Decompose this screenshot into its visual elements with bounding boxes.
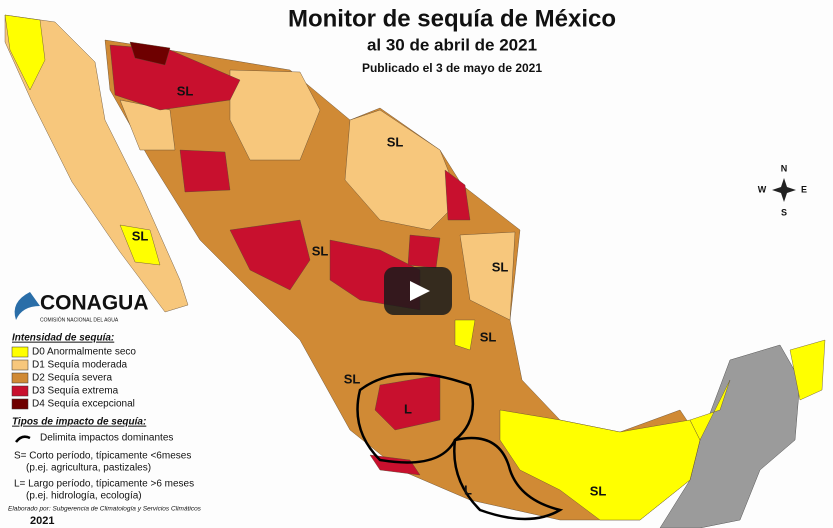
drought-region: [229, 69, 321, 161]
drought-region: [229, 219, 311, 291]
map-label: SL: [387, 134, 404, 149]
legend: D0 Anormalmente seco D1 Sequía moderada D2…: [11, 346, 136, 410]
map-label: SL: [132, 228, 149, 243]
legend-label: D2 Sequía severa: [32, 373, 112, 384]
compass-e: E: [801, 184, 807, 194]
map-label: SL: [177, 83, 194, 98]
neighbor-country: [659, 344, 801, 528]
impact-long-example: (p.ej. hidrología, ecología): [26, 491, 142, 502]
legend-title: Intensidad de sequía:: [12, 333, 114, 344]
drought-region: [129, 41, 171, 66]
compass-n: N: [781, 163, 788, 173]
compass: N S E W: [758, 163, 807, 217]
drought-region: [179, 149, 231, 193]
drought-region: [499, 409, 701, 521]
drought-region: [689, 379, 731, 441]
year: 2021: [30, 515, 54, 527]
impact-boundary: Delimita impactos dominantes: [40, 433, 173, 444]
drought-region: [4, 14, 46, 91]
legend-swatch: [11, 359, 29, 371]
legend-swatch: [11, 385, 29, 397]
play-button[interactable]: [384, 267, 452, 315]
drought-region: [459, 231, 516, 321]
compass-rose: [772, 178, 796, 202]
map-label: SL: [480, 329, 497, 344]
legend-swatch: [11, 346, 29, 358]
drought-region: [119, 224, 161, 266]
drought-region: [789, 339, 826, 401]
compass-s: S: [781, 207, 787, 217]
impact-short: S= Corto período, típicamente <6meses: [14, 451, 191, 462]
logo: CONAGUA COMISIÓN NACIONAL DEL AGUA: [14, 292, 149, 323]
impact-short-example: (p.ej. agricultura, pastizales): [26, 463, 151, 474]
legend-label: D0 Anormalmente seco: [32, 347, 136, 358]
drought-region: [344, 109, 461, 231]
title: Monitor de sequía de México: [288, 5, 616, 32]
map-label: SL: [492, 259, 509, 274]
legend-label: D3 Sequía extrema: [32, 386, 119, 397]
impact-boundary: [453, 436, 564, 521]
legend-label: D4 Sequía excepcional: [32, 399, 135, 410]
logo-mark: [14, 292, 41, 320]
drought-region: [444, 169, 471, 221]
compass-w: W: [758, 184, 767, 194]
play-icon[interactable]: [410, 281, 430, 301]
legend-label: D1 Sequía moderada: [32, 360, 128, 371]
impact-title: Tipos de impacto de sequía:: [12, 417, 146, 428]
map-label: L: [404, 401, 412, 416]
map-label: SL: [312, 243, 329, 258]
map-label: SL: [590, 483, 607, 498]
drought-region: [374, 374, 441, 431]
logo-tagline: COMISIÓN NACIONAL DEL AGUA: [40, 316, 119, 323]
legend-swatch: [11, 398, 29, 410]
legend-swatch: [11, 372, 29, 384]
impact-long: L= Largo período, típicamente >6 meses: [14, 479, 194, 490]
published: Publicado el 3 de mayo de 2021: [362, 61, 542, 75]
logo-name: CONAGUA: [40, 292, 149, 315]
drought-region: [407, 234, 441, 269]
map-label: SL: [344, 371, 361, 386]
map-label: L: [464, 482, 472, 497]
subtitle: al 30 de abril de 2021: [367, 35, 537, 54]
drought-region: [454, 319, 476, 351]
map-labels: SL SL SL SL SL SL SL L L SL: [132, 83, 607, 498]
credit: Elaborado por: Subgerencia de Climatolog…: [8, 506, 202, 513]
drought-region: [109, 44, 241, 111]
boundary-symbol: [15, 435, 31, 443]
